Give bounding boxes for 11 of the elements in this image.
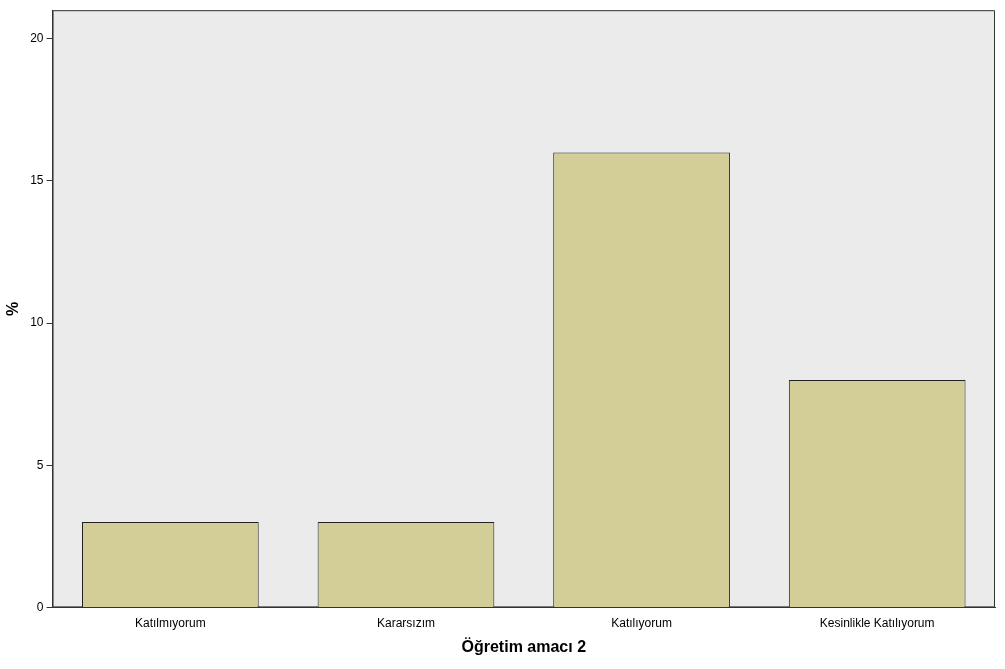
x-tick-label: Kesinlikle Katılıyorum xyxy=(819,615,935,630)
y-tick-label: 0 xyxy=(36,599,44,614)
y-tick-label: 5 xyxy=(36,457,44,472)
y-tick-label: 10 xyxy=(30,315,44,330)
x-axis-title: Öğretim amacı 2 xyxy=(461,636,587,655)
x-tick-label: Kararsızım xyxy=(376,615,435,630)
y-axis-title: % xyxy=(4,301,22,316)
x-tick-label: Katılıyorum xyxy=(611,615,672,630)
x-tick-label: Katılmıyorum xyxy=(135,615,206,630)
y-tick-label: 15 xyxy=(30,173,44,188)
y-tick-label: 20 xyxy=(30,30,44,45)
